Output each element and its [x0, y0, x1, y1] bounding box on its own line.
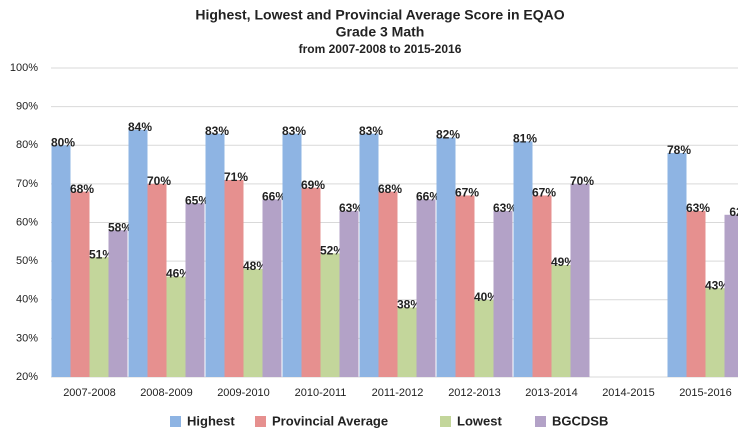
x-tick-label: 2008-2009	[140, 387, 193, 399]
bar	[724, 214, 738, 377]
data-label: 63%	[493, 201, 517, 215]
legend-label: Lowest	[457, 413, 502, 428]
x-tick-label: 2014-2015	[602, 387, 655, 399]
data-label: 71%	[224, 170, 248, 184]
data-label: 83%	[282, 124, 306, 138]
data-label: 66%	[416, 189, 440, 203]
bar	[51, 145, 71, 377]
bar	[243, 268, 263, 377]
y-tick-label: 80%	[16, 139, 38, 151]
bar	[339, 210, 359, 377]
legend-swatch	[440, 416, 451, 427]
bar	[474, 299, 494, 377]
bar	[301, 187, 321, 377]
data-label: 65%	[185, 193, 209, 207]
data-label: 82%	[436, 128, 460, 142]
bar	[705, 288, 725, 377]
bar	[570, 183, 590, 377]
y-tick-label: 70%	[16, 178, 38, 190]
y-tick-label: 20%	[16, 371, 38, 383]
data-label: 66%	[262, 189, 286, 203]
y-tick-label: 60%	[16, 216, 38, 228]
data-label: 49%	[551, 255, 575, 269]
data-label: 43%	[705, 278, 729, 292]
bar	[205, 133, 225, 377]
x-tick-label: 2010-2011	[295, 387, 347, 399]
bar	[108, 230, 128, 377]
x-tick-label: 2015-2016	[679, 387, 732, 399]
chart-title: Highest, Lowest and Provincial Average S…	[195, 7, 564, 23]
bar	[686, 210, 706, 377]
x-tick-label: 2013-2014	[525, 387, 578, 399]
bar	[493, 210, 513, 377]
bar	[359, 133, 379, 377]
bar	[128, 129, 148, 377]
x-tick-label: 2012-2013	[448, 387, 501, 399]
data-label: 51%	[89, 247, 113, 261]
legend-label: BGCDSB	[552, 413, 608, 428]
data-label: 78%	[667, 143, 691, 157]
data-label: 46%	[166, 267, 190, 281]
bar	[282, 133, 302, 377]
bar	[224, 180, 244, 377]
bar	[262, 199, 282, 377]
y-tick-label: 30%	[16, 332, 38, 344]
data-label: 48%	[243, 259, 267, 273]
data-label: 68%	[378, 182, 402, 196]
data-label: 80%	[51, 135, 75, 149]
legend-swatch	[535, 416, 546, 427]
legend-swatch	[255, 416, 266, 427]
bar	[455, 195, 475, 377]
bar	[513, 141, 533, 377]
bar	[667, 152, 687, 377]
bar	[436, 137, 456, 377]
bar	[166, 276, 186, 377]
y-tick-label: 40%	[16, 294, 38, 306]
bar	[89, 257, 109, 377]
data-label: 52%	[320, 244, 344, 258]
x-tick-label: 2011-2012	[372, 387, 424, 399]
data-label: 40%	[474, 290, 498, 304]
data-label: 83%	[205, 124, 229, 138]
bar	[416, 199, 436, 377]
legend-label: Highest	[187, 413, 235, 428]
y-tick-label: 90%	[16, 101, 38, 113]
bar	[185, 203, 205, 377]
bar	[532, 195, 552, 377]
data-label: 70%	[570, 174, 594, 188]
data-label: 83%	[359, 124, 383, 138]
data-label: 62	[729, 205, 738, 219]
chart-subtitle: Grade 3 Math	[336, 24, 425, 40]
legend-label: Provincial Average	[272, 413, 388, 428]
data-label: 58%	[108, 220, 132, 234]
legend-swatch	[170, 416, 181, 427]
y-tick-label: 50%	[16, 255, 38, 267]
chart-subtitle: from 2007-2008 to 2015-2016	[299, 42, 462, 56]
bar	[147, 183, 167, 377]
data-label: 63%	[339, 201, 363, 215]
data-label: 67%	[455, 186, 479, 200]
data-label: 81%	[513, 132, 537, 146]
x-tick-label: 2009-2010	[217, 387, 270, 399]
data-label: 63%	[686, 201, 710, 215]
data-label: 70%	[147, 174, 171, 188]
bar	[320, 253, 340, 377]
bar	[551, 264, 571, 377]
data-label: 67%	[532, 186, 556, 200]
data-label: 68%	[70, 182, 94, 196]
x-tick-label: 2007-2008	[63, 387, 116, 399]
data-label: 38%	[397, 298, 421, 312]
bar	[70, 191, 90, 377]
y-tick-label: 100%	[10, 62, 38, 74]
bar	[397, 307, 417, 377]
data-label: 69%	[301, 178, 325, 192]
bar	[378, 191, 398, 377]
data-label: 84%	[128, 120, 152, 134]
